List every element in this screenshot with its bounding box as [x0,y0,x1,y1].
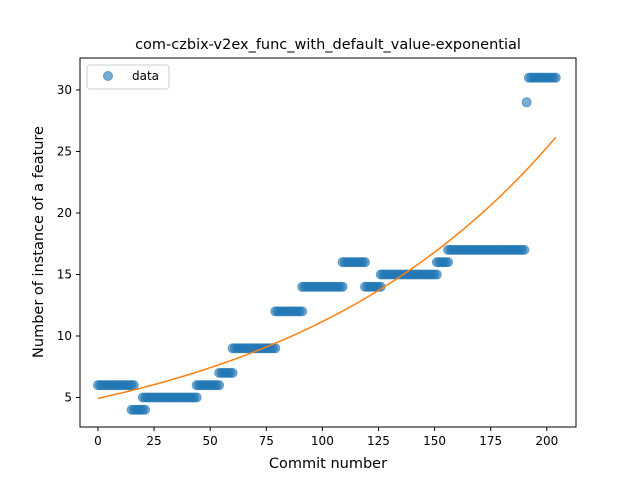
y-axis-ticks: 5 10 15 20 25 30 [57,83,80,404]
x-tick-label: 0 [94,434,102,448]
fit-line [97,136,557,400]
x-tick-label: 50 [203,434,218,448]
chart-title: com-czbix-v2ex_func_with_default_value-e… [135,37,521,53]
x-tick-label: 100 [311,434,334,448]
y-tick-label: 30 [57,83,72,97]
y-tick-label: 25 [57,144,72,158]
legend-box [86,64,170,90]
x-tick-label: 125 [367,434,390,448]
data-point [191,392,202,403]
x-tick-label: 25 [146,434,161,448]
data-point [360,257,371,268]
plot-marks [92,72,561,415]
data-point [519,244,530,255]
y-tick-label: 10 [57,329,72,343]
data-point [431,269,442,280]
legend-label: data [132,69,159,83]
x-tick-label: 150 [423,434,446,448]
data-point [443,257,454,268]
data-point [521,97,532,108]
x-tick-label: 200 [535,434,558,448]
x-tick-label: 75 [259,434,274,448]
data-point [550,72,561,83]
y-axis-label: Number of instance of a feature [31,126,47,358]
data-point [337,281,348,292]
x-axis-label: Commit number [269,456,387,472]
x-axis-ticks: 0 25 50 75 100 125 150 175 200 [94,427,558,448]
data-point [214,380,225,391]
data-point [227,367,238,378]
legend-marker [103,71,113,81]
legend: data [86,64,170,90]
y-tick-label: 15 [57,267,72,281]
y-tick-label: 5 [64,390,72,404]
data-point [297,306,308,317]
x-tick-label: 175 [479,434,502,448]
data-point [140,404,151,415]
plot-frame [79,57,577,428]
y-tick-label: 20 [57,206,72,220]
